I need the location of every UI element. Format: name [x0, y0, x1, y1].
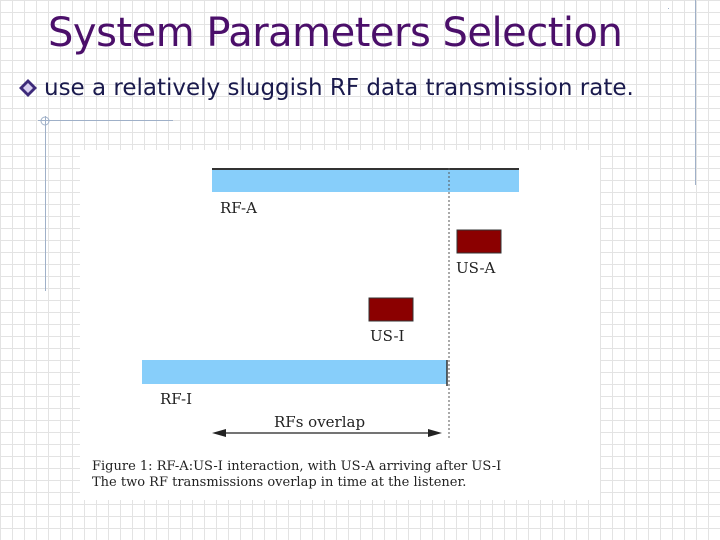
us-a-label: US-A: [456, 259, 496, 277]
slide-title: System Parameters Selection: [48, 10, 623, 56]
rf-a-bar: [212, 168, 519, 171]
bullet-item: use a relatively sluggish RF data transm…: [18, 72, 634, 104]
us-i-block: [368, 297, 414, 322]
decorative-vertical-line: [45, 116, 46, 291]
rf-i-label: RF-I: [160, 390, 192, 408]
overlap-arrow-right-head: [428, 429, 442, 437]
overlap-label: RFs overlap: [274, 413, 365, 431]
rf-i-bar-fill: [142, 360, 447, 384]
decorative-horizontal-line: [38, 120, 173, 121]
decorative-right-line-2: [668, 8, 669, 9]
rf-us-interaction-diagram: RF-A US-A US-I RF-I RFs overlap Figure 1…: [80, 150, 600, 500]
us-a-block: [456, 229, 502, 254]
overlap-arrow-left-head: [212, 429, 226, 437]
figure-caption-line-1: Figure 1: RF-A:US-I interaction, with US…: [92, 459, 501, 474]
us-i-label: US-I: [370, 327, 405, 345]
decorative-right-line: [695, 0, 696, 185]
bullet-text: use a relatively sluggish RF data transm…: [44, 75, 634, 101]
figure-caption-line-2: The two RF transmissions overlap in time…: [92, 475, 466, 490]
diamond-bullet-icon: [19, 79, 37, 97]
decorative-circle-mark: [40, 116, 50, 126]
rf-a-label: RF-A: [220, 199, 257, 217]
rf-a-bar-fill: [212, 170, 519, 192]
